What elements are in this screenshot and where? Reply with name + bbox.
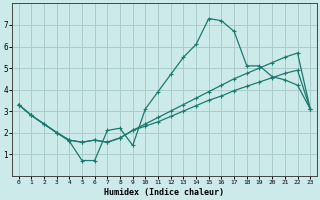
X-axis label: Humidex (Indice chaleur): Humidex (Indice chaleur) [104,188,224,197]
